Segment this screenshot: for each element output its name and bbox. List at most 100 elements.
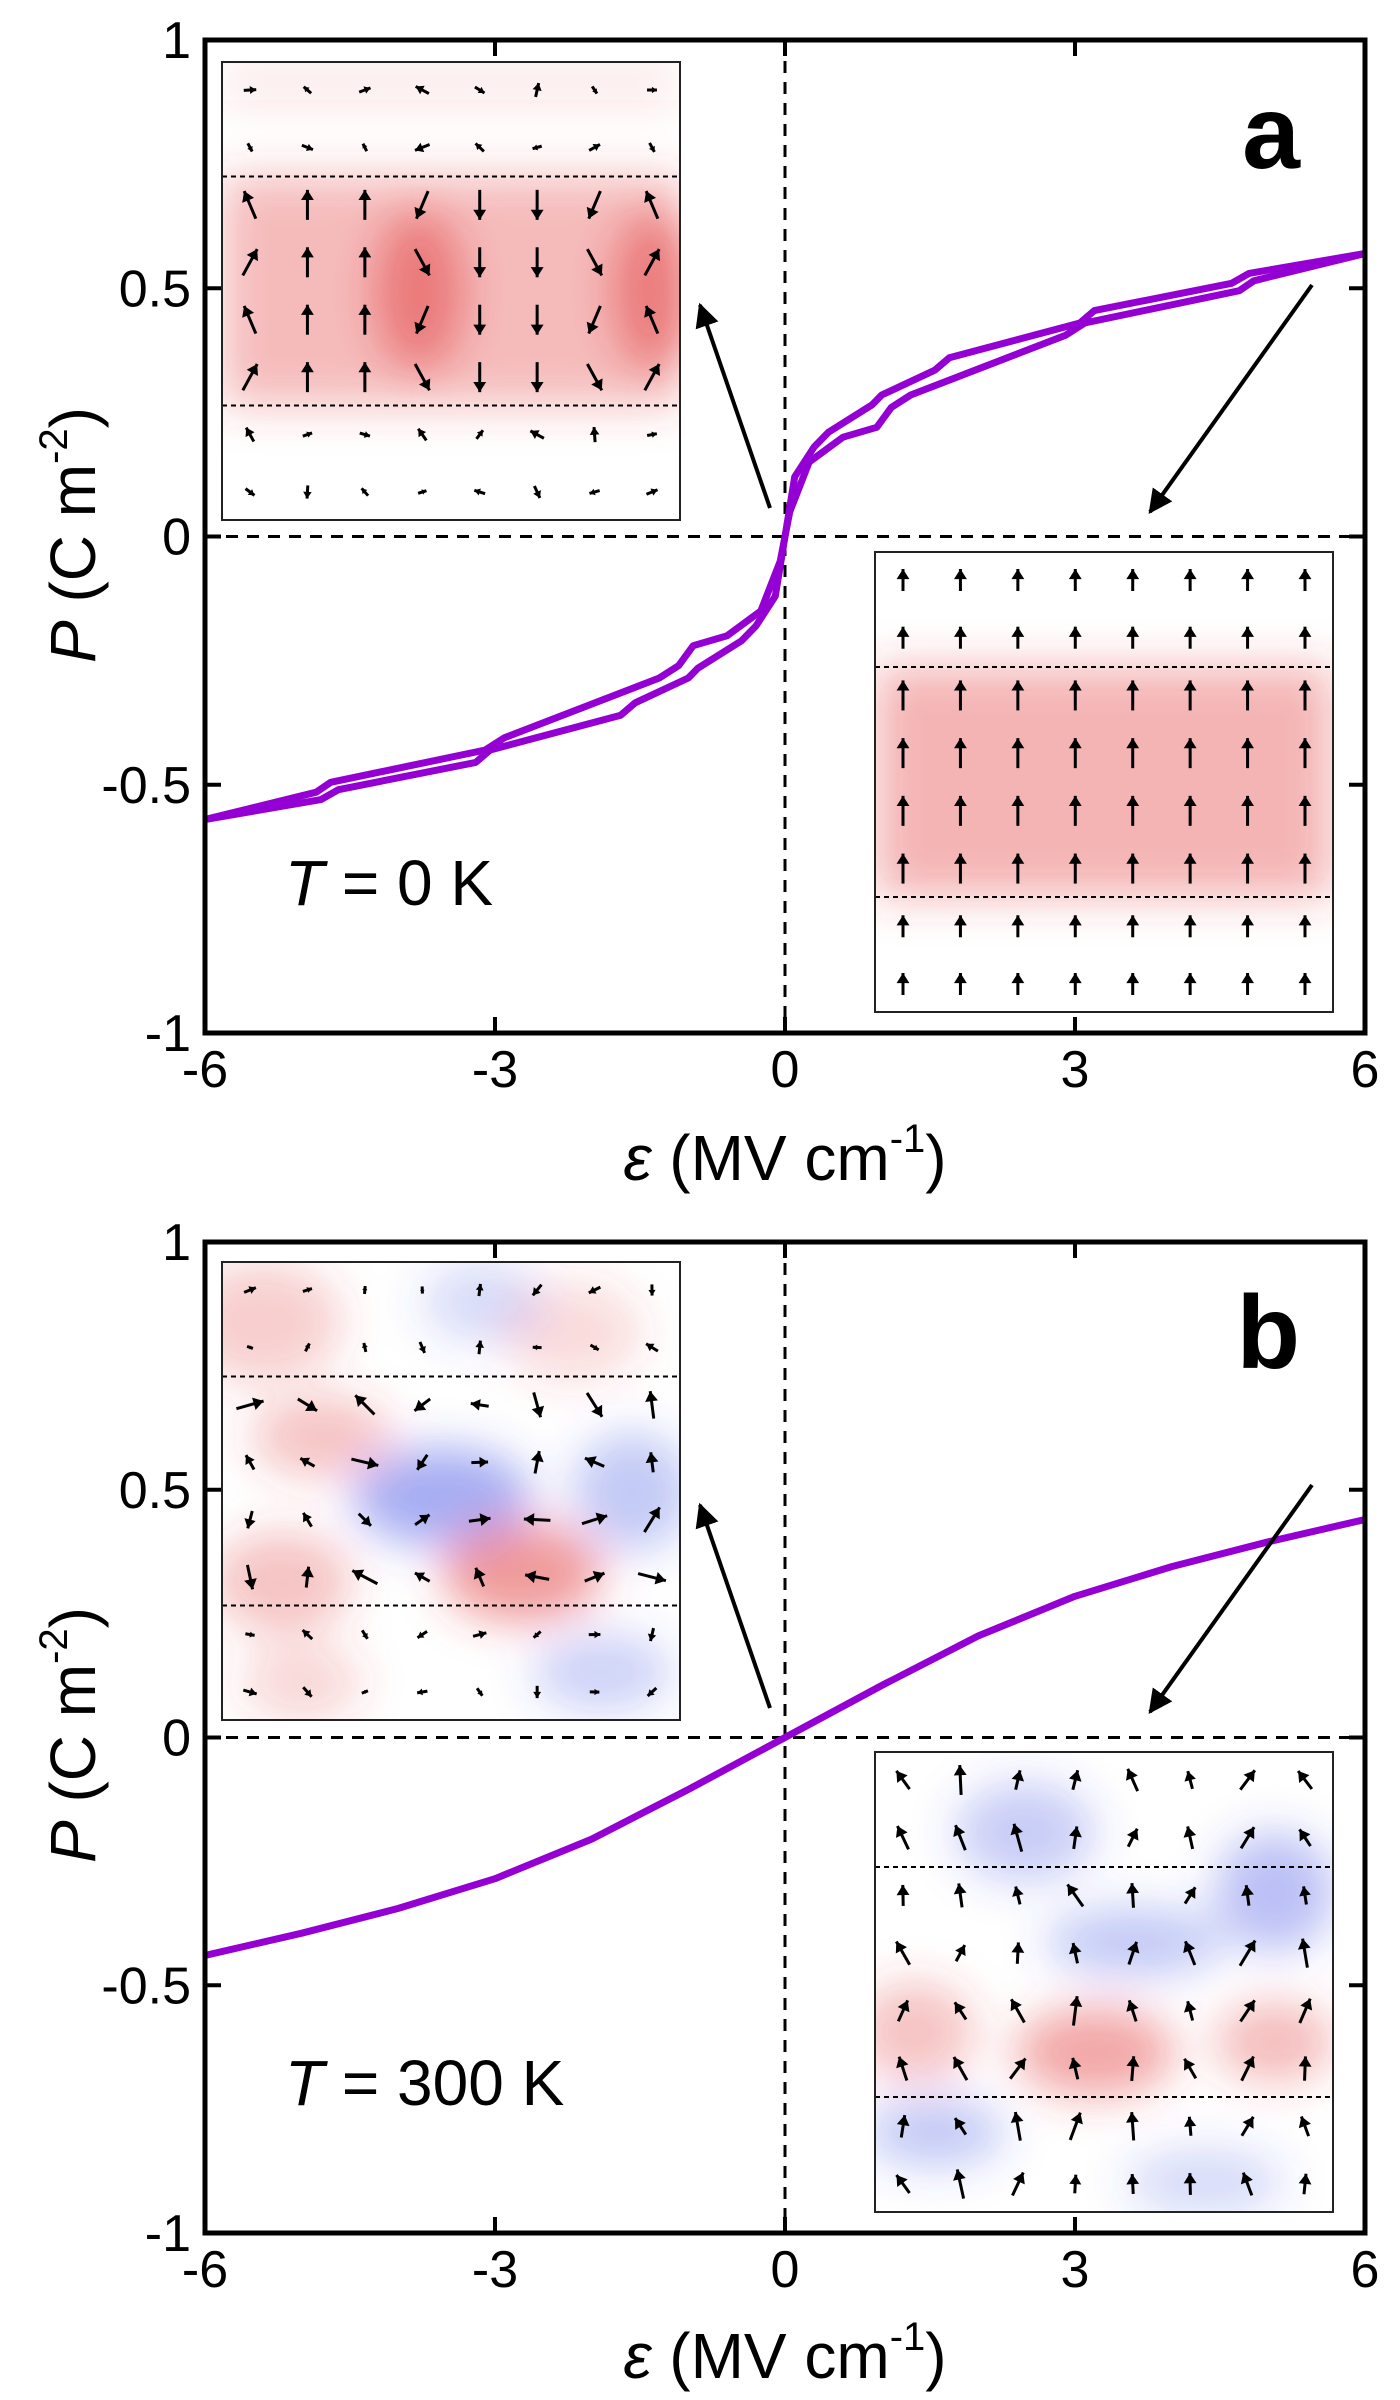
polarization-arrowhead xyxy=(1069,1826,1082,1838)
polarization-arrowhead xyxy=(953,1765,967,1776)
x-axis-sup: -1 xyxy=(890,1117,926,1161)
polarization-arrowhead xyxy=(595,1512,608,1525)
polarization-arrowhead xyxy=(592,1344,599,1351)
polarization-arrowhead xyxy=(588,1286,597,1294)
panel-letter-a: a xyxy=(1242,75,1301,191)
polarization-arrowhead xyxy=(1183,680,1197,691)
polarization-arrowhead xyxy=(648,249,660,262)
polarization-arrowhead xyxy=(358,247,372,258)
polarization-arrowhead xyxy=(589,427,600,436)
polarization-arrowhead xyxy=(1069,1770,1082,1782)
polarization-arrowhead xyxy=(361,1342,368,1349)
polarization-arrowhead xyxy=(417,1688,423,1696)
polarization-arrowhead xyxy=(896,915,910,926)
polarization-arrowhead xyxy=(1010,2111,1024,2124)
polarization-arrowhead xyxy=(1298,738,1312,749)
polarization-arrowhead xyxy=(896,973,910,984)
polarization-arrowhead xyxy=(650,488,658,496)
polarization-arrowhead xyxy=(531,1451,544,1463)
polarization-arrowhead xyxy=(246,249,258,262)
polarization-arrowhead xyxy=(533,1691,542,1699)
pointer-arrow-left xyxy=(695,302,772,509)
polarization-arrowhead xyxy=(244,1578,257,1590)
polarization-arrowhead xyxy=(418,378,431,391)
polarization-arrowhead xyxy=(1011,853,1025,864)
polarization-arrowhead xyxy=(414,321,427,334)
inset-frame xyxy=(874,1751,1334,2213)
polarization-arrowhead xyxy=(525,1570,537,1584)
x-axis-title-a: ε (MV cm-1) xyxy=(623,1117,946,1194)
polarization-arrowhead xyxy=(1299,1886,1311,1897)
x-axis-close: ) xyxy=(925,2320,946,2392)
polarization-arrowhead xyxy=(352,1569,365,1581)
temperature-value: = 0 K xyxy=(324,847,493,919)
polarization-arrowhead xyxy=(1126,2174,1140,2185)
y-axis-title-a: P (C m-2) xyxy=(32,407,109,663)
polarization-arrowhead xyxy=(1298,569,1312,580)
polarization-arrowhead xyxy=(418,428,427,438)
polarization-arrowhead xyxy=(896,2175,908,2187)
polarization-arrowhead xyxy=(592,88,597,94)
y-tick-label: -0.5 xyxy=(101,757,191,815)
polarization-arrowhead xyxy=(363,86,371,94)
panel-a-curves xyxy=(205,40,1365,1033)
polarization-arrowhead xyxy=(1242,2116,1254,2129)
panel-b: -6 -3 0 3 6-1-0.500.51 b T = 300 K ε (MV cm-… xyxy=(32,1214,1379,2392)
polarization-arrowhead xyxy=(896,853,910,864)
polarization-arrowhead xyxy=(1011,569,1025,580)
polarization-arrowhead xyxy=(586,206,599,219)
polarization-arrowhead xyxy=(252,1397,264,1410)
y-axis-unit: (C m xyxy=(37,464,109,620)
polarization-arrowhead xyxy=(1126,2000,1139,2012)
polarization-arrowhead xyxy=(1068,973,1082,984)
polarization-arrowhead xyxy=(473,1567,486,1580)
polarization-arrowhead xyxy=(1298,915,1312,926)
polarization-arrowhead xyxy=(1241,569,1255,580)
polarization-arrowhead xyxy=(645,1452,659,1464)
polarization-arrowhead xyxy=(304,1689,312,1697)
polarization-arrowhead xyxy=(530,324,544,335)
polarization-arrowhead xyxy=(360,1515,371,1526)
y-tick-label: 0.5 xyxy=(119,1462,191,1520)
polarization-arrowhead xyxy=(1011,1770,1025,1782)
polarization-arrowhead xyxy=(362,1632,368,1639)
polarization-arrowhead xyxy=(248,1286,256,1294)
inset-frame xyxy=(874,551,1334,1013)
polarization-arrowhead xyxy=(1184,1887,1196,1899)
x-tick-label: 0 xyxy=(771,2241,800,2299)
polarization-arrowhead xyxy=(1067,1884,1079,1897)
polarization-arrowhead xyxy=(896,795,910,806)
polarization-arrowhead xyxy=(1068,680,1082,691)
polarization-arrowhead xyxy=(1068,2057,1082,2070)
polarization-arrowhead xyxy=(1126,626,1140,637)
x-tick-label: -6 xyxy=(182,1041,228,1099)
polarization-arrowhead xyxy=(531,1405,545,1418)
polarization-arrowhead xyxy=(648,1289,656,1296)
polarization-arrowhead xyxy=(896,1884,910,1896)
polarization-arrowhead xyxy=(953,2169,966,2181)
polarization-arrowhead xyxy=(953,626,967,637)
inset-frame xyxy=(221,1261,681,1721)
x-tick-label: 3 xyxy=(1061,1041,1090,1099)
polarization-arrowhead xyxy=(1069,2174,1082,2185)
polarization-arrowhead xyxy=(1183,1941,1196,1954)
polarization-arrowhead xyxy=(474,488,481,496)
polarization-arrowhead xyxy=(420,1289,425,1294)
x-tick-label: 0 xyxy=(771,1041,800,1099)
y-axis-unit: (C m xyxy=(37,1664,109,1820)
polarization-arrowhead xyxy=(1068,915,1082,926)
polarization-arrowhead xyxy=(530,209,544,220)
polarization-arrowhead xyxy=(953,853,967,864)
polarization-arrowhead xyxy=(303,86,310,93)
temperature-label-a: T = 0 K xyxy=(285,847,493,919)
polarization-arrowhead xyxy=(1298,2116,1311,2129)
polarization-arrowhead xyxy=(248,1687,257,1697)
polarization-arrowhead xyxy=(1299,1829,1311,1842)
polarization-arrowhead xyxy=(1298,1770,1310,1783)
y-axis-close: ) xyxy=(37,407,109,428)
polarization-arrowhead xyxy=(414,142,425,153)
inset-background xyxy=(222,62,680,520)
polarization-arrowhead xyxy=(897,2000,910,2013)
polarization-arrowhead xyxy=(1241,915,1255,926)
